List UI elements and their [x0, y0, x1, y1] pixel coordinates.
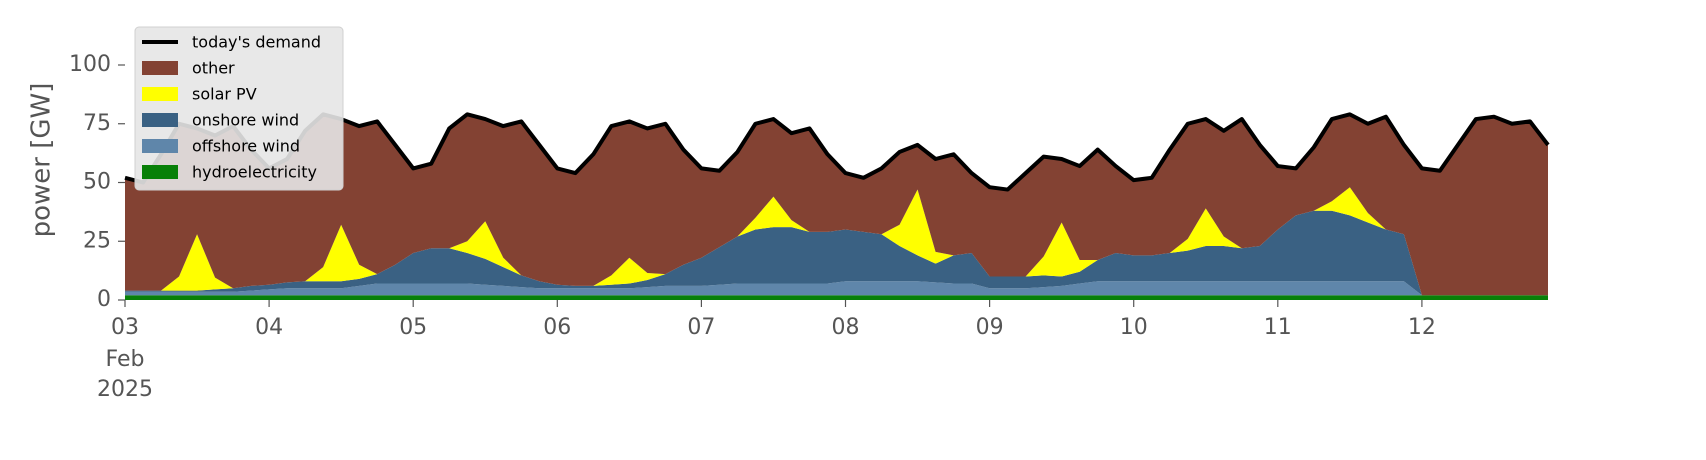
plot-area [124, 112, 1550, 300]
x-date-label: Feb [106, 347, 145, 372]
y-tick-label: 0 [97, 287, 111, 312]
x-tick-label: 10 [1120, 315, 1148, 340]
x-tick-label: 09 [976, 315, 1004, 340]
x-tick-label: 12 [1408, 315, 1436, 340]
legend-label: offshore wind [192, 137, 300, 156]
x-tick-label: 06 [543, 315, 571, 340]
legend-patch [142, 87, 178, 101]
legend-patch [142, 61, 178, 75]
legend-patch [142, 113, 178, 127]
legend-label: solar PV [192, 85, 257, 104]
x-tick-label: 03 [111, 315, 139, 340]
x-tick-label: 11 [1264, 315, 1292, 340]
y-tick-label: 25 [83, 228, 111, 253]
x-date-label: 2025 [97, 377, 153, 402]
legend: today's demand other solar PV onshore wind o… [134, 26, 344, 191]
legend-patch [142, 139, 178, 153]
area [125, 295, 1548, 300]
y-tick-label: 100 [69, 52, 111, 77]
legend-patch [142, 165, 178, 179]
x-tick-label: 05 [399, 315, 427, 340]
y-axis-label: power [GW] [27, 83, 57, 238]
area [125, 114, 1548, 296]
area [125, 210, 1548, 296]
area [125, 281, 1548, 296]
x-tick-label: 08 [832, 315, 860, 340]
legend-label: onshore wind [192, 111, 299, 130]
legend-label: today's demand [192, 33, 321, 52]
legend-label: other [192, 59, 235, 78]
y-tick-label: 75 [83, 111, 111, 136]
x-tick-label: 07 [687, 315, 715, 340]
legend-label: hydroelectricity [192, 163, 317, 182]
axes: 0 25 50 75 100 03 04 05 06 07 08 09 10 11 12 Feb 2025 [69, 52, 1436, 402]
y-tick-label: 50 [83, 170, 111, 195]
demand-line [124, 112, 1550, 192]
x-tick-label: 04 [255, 315, 283, 340]
legend-box [134, 26, 344, 191]
